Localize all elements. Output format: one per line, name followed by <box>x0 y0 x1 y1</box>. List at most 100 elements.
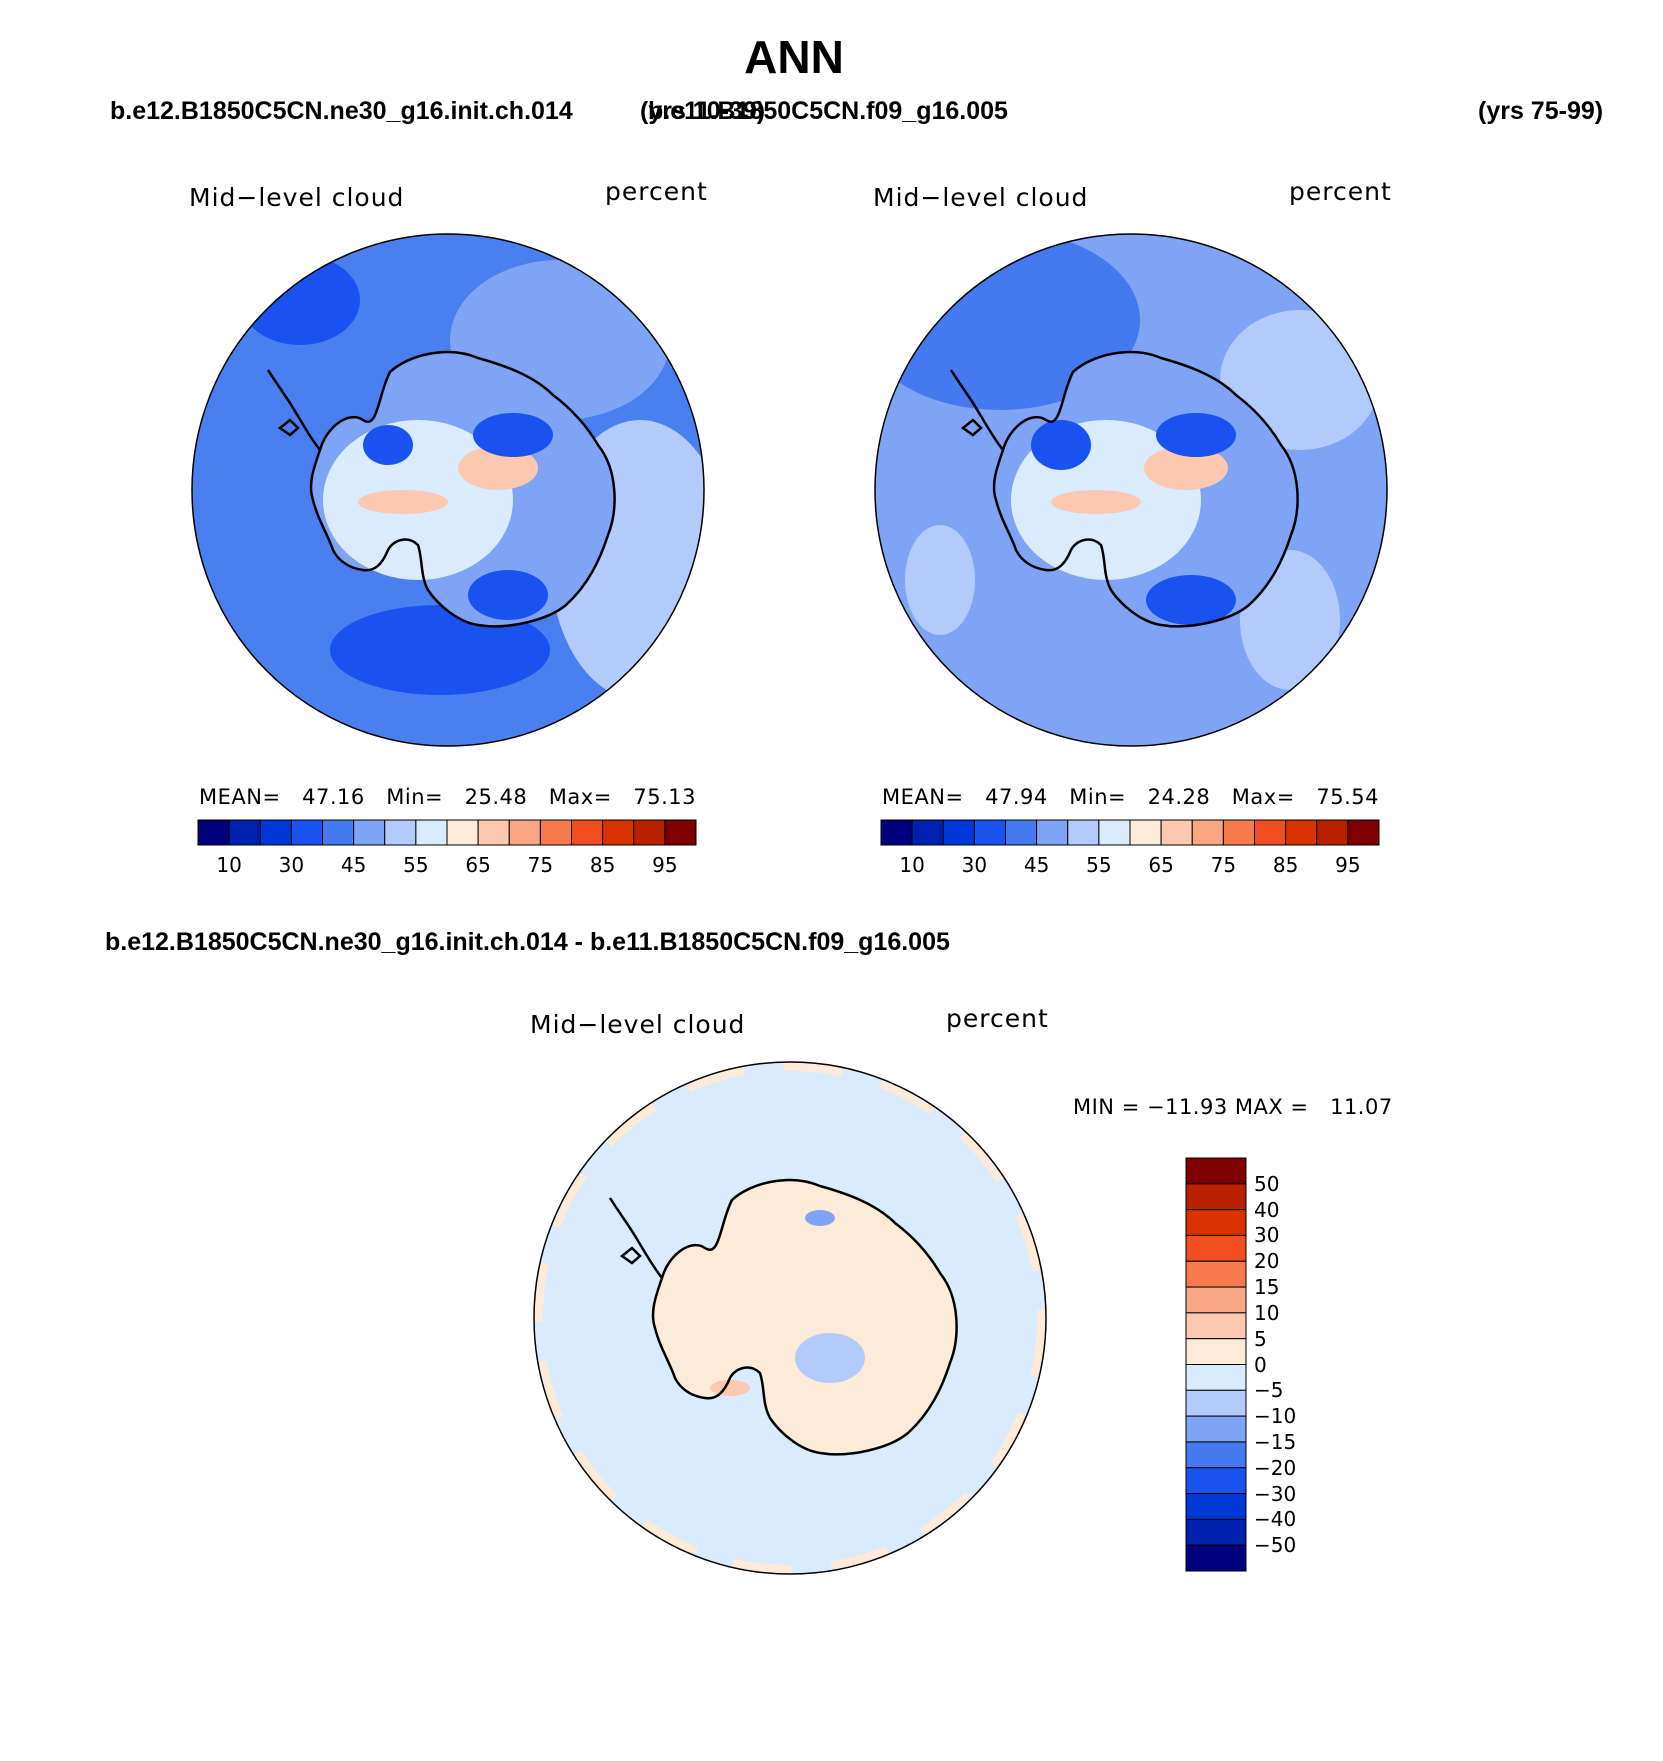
max-value: 75.13 <box>633 785 696 809</box>
colorbar-swatch <box>1191 819 1224 846</box>
map-panel-2 <box>874 233 1388 747</box>
colorbar-swatch <box>1185 1286 1247 1314</box>
colorbar-swatch <box>1185 1389 1247 1417</box>
colorbar-tick-label: 30 <box>1254 1223 1280 1248</box>
colorbar-swatch <box>1185 1338 1247 1365</box>
difference-title: b.e12.B1850C5CN.ne30_g16.init.ch.014 - b… <box>105 928 950 956</box>
colorbar-tick-label: 45 <box>340 853 367 877</box>
right-case-name: b.e11.B1850C5CN.f09_g16.005 <box>648 97 1008 125</box>
max-label: MAX = <box>1234 1095 1309 1119</box>
colorbar-swatch <box>290 819 323 846</box>
colorbar-tick-label: 85 <box>1272 853 1299 877</box>
colorbar-tick-label: −5 <box>1254 1378 1284 1403</box>
colorbar-swatch <box>942 819 975 846</box>
colorbar-tick-label: −40 <box>1254 1507 1297 1532</box>
colorbar-swatch <box>1254 819 1287 846</box>
colorbar-swatch <box>1067 819 1100 846</box>
min-value: 25.48 <box>464 785 528 809</box>
panel3-units: percent <box>946 1004 1049 1033</box>
colorbar-tick-label: 5 <box>1254 1326 1267 1351</box>
colorbar-swatch <box>973 819 1006 846</box>
colorbar-swatch <box>1185 1518 1247 1546</box>
colorbar-tick-label: 10 <box>899 853 925 877</box>
colorbar-swatch <box>384 819 417 846</box>
colorbar-swatch <box>1185 1544 1247 1572</box>
colorbar-swatch <box>1185 1209 1247 1236</box>
colorbar-tick-label: −15 <box>1254 1429 1297 1454</box>
colorbar-tick-label: 85 <box>589 853 616 877</box>
colorbar-tick-label: −50 <box>1254 1533 1297 1558</box>
panel1-stats: MEAN= 47.16 Min= 25.48 Max= 75.13 <box>199 785 696 809</box>
colorbar-swatch <box>1316 819 1349 846</box>
colorbar-tick-label: 20 <box>1254 1249 1280 1274</box>
colorbar-swatch <box>880 819 913 846</box>
colorbar-swatch <box>1185 1467 1247 1495</box>
colorbar-swatch <box>1185 1312 1247 1340</box>
colorbar-tick-label: −20 <box>1254 1455 1297 1480</box>
colorbar-swatch <box>1185 1441 1247 1469</box>
colorbar-tick-label: 65 <box>1148 853 1174 877</box>
colorbar-swatch <box>1185 1183 1247 1211</box>
min-label: MIN = <box>1073 1095 1140 1119</box>
colorbar-swatch <box>911 819 944 846</box>
colorbar-swatch <box>259 819 292 846</box>
colorbar-swatch <box>1185 1493 1247 1520</box>
min-label: Min= <box>1069 785 1127 809</box>
max-value: 75.54 <box>1316 785 1379 809</box>
panel2-stats: MEAN= 47.94 Min= 24.28 Max= 75.54 <box>882 785 1379 809</box>
colorbar-swatch <box>1185 1157 1247 1185</box>
colorbar-swatch <box>1185 1364 1247 1391</box>
colorbar-tick-label: 0 <box>1254 1352 1267 1377</box>
figure-title: ANN <box>744 31 844 83</box>
colorbar-tick-label: 30 <box>278 853 305 877</box>
colorbar-tick-label: 55 <box>403 853 429 877</box>
colorbar-swatch <box>446 819 479 846</box>
panel3-variable: Mid−level cloud <box>530 1010 746 1039</box>
colorbar-panel-2 <box>880 819 1380 846</box>
colorbar-swatch <box>1185 1234 1247 1262</box>
colorbar-swatch <box>1160 819 1193 846</box>
colorbar-tick-label: 50 <box>1254 1171 1280 1196</box>
colorbar-tick-label: 15 <box>1254 1275 1280 1300</box>
colorbar-swatch <box>1005 819 1038 846</box>
colorbar-tick-label: 65 <box>465 853 491 877</box>
colorbar-tick-label: 95 <box>1335 853 1361 877</box>
min-value: −11.93 <box>1146 1095 1228 1119</box>
colorbar-swatch <box>1222 819 1255 846</box>
mean-value: 47.94 <box>985 785 1048 809</box>
colorbar-swatch <box>602 819 635 846</box>
colorbar-tick-label: 55 <box>1086 853 1112 877</box>
colorbar-swatch <box>571 819 604 846</box>
colorbar-swatch <box>1185 1415 1247 1443</box>
colorbar-swatch <box>477 819 510 846</box>
colorbar-swatch <box>322 819 355 846</box>
map-panel-difference <box>533 1061 1047 1575</box>
colorbar-tick-label: 95 <box>652 853 678 877</box>
colorbar-tick-label: 45 <box>1023 853 1050 877</box>
colorbar-tick-label: 40 <box>1254 1197 1280 1222</box>
colorbar-swatch <box>664 819 697 846</box>
mean-label: MEAN= <box>199 785 281 809</box>
left-case-name: b.e12.B1850C5CN.ne30_g16.init.ch.014 <box>110 97 573 125</box>
colorbar-tick-label: 30 <box>961 853 988 877</box>
colorbar-tick-label: 10 <box>216 853 242 877</box>
panel1-units: percent <box>605 177 708 206</box>
min-value: 24.28 <box>1147 785 1211 809</box>
colorbar-swatch <box>228 819 261 846</box>
max-value: 11.07 <box>1330 1095 1393 1119</box>
colorbar-tick-label: −30 <box>1254 1481 1297 1506</box>
colorbar-swatch <box>415 819 448 846</box>
panel2-variable: Mid−level cloud <box>873 183 1089 212</box>
colorbar-tick-label: 75 <box>1210 853 1237 877</box>
colorbar-swatch <box>353 819 386 846</box>
colorbar-tick-label: −10 <box>1254 1404 1297 1429</box>
max-label: Max= <box>1231 785 1295 809</box>
colorbar-swatch <box>1285 819 1318 846</box>
panel1-variable: Mid−level cloud <box>189 183 405 212</box>
colorbar-swatch <box>1098 819 1131 846</box>
colorbar-swatch <box>1185 1260 1247 1288</box>
colorbar-swatch <box>1347 819 1380 846</box>
colorbar-swatch <box>1129 819 1162 846</box>
colorbar-swatch <box>633 819 666 846</box>
